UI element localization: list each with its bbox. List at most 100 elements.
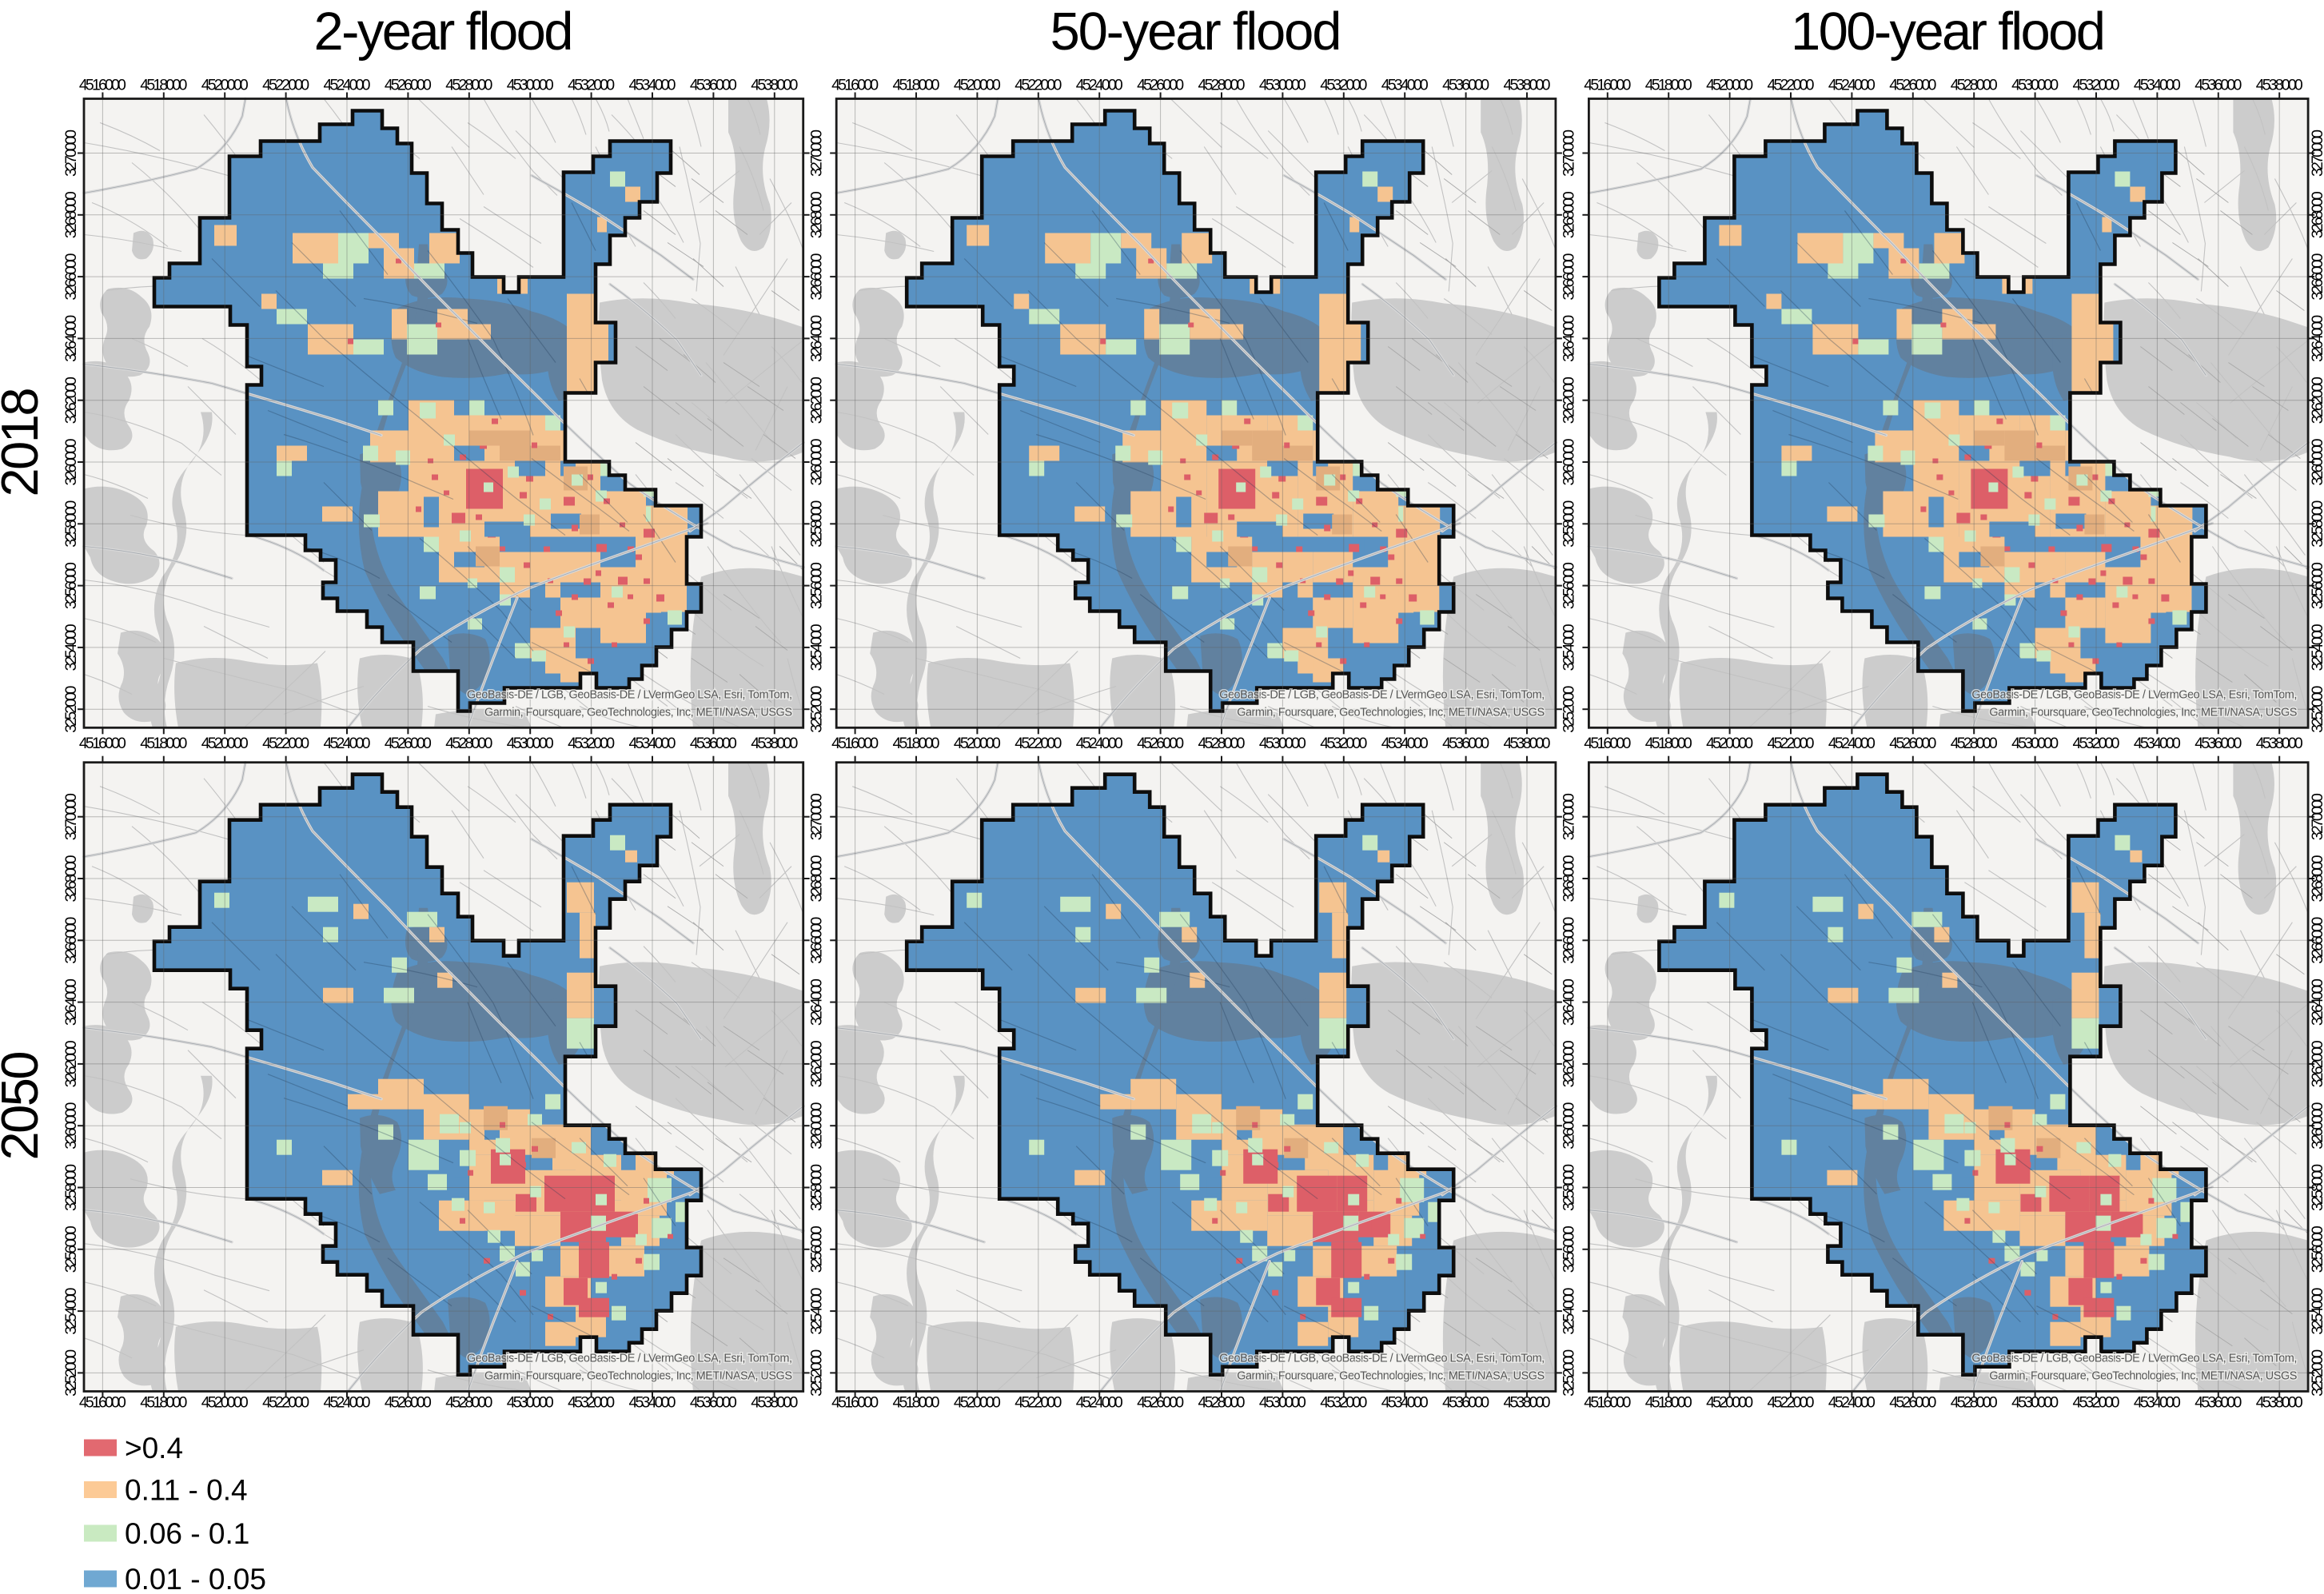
svg-text:4534000: 4534000 <box>2134 77 2181 94</box>
svg-text:3258000: 3258000 <box>807 500 825 548</box>
svg-text:4534000: 4534000 <box>629 735 676 752</box>
svg-text:4516000: 4516000 <box>79 735 126 752</box>
svg-text:3258000: 3258000 <box>807 1164 825 1211</box>
svg-text:3260000: 3260000 <box>2309 438 2324 485</box>
svg-text:4526000: 4526000 <box>1889 735 1936 752</box>
svg-text:3262000: 3262000 <box>2309 1040 2324 1087</box>
svg-text:3268000: 3268000 <box>1561 855 1578 902</box>
svg-text:4536000: 4536000 <box>1442 735 1489 752</box>
svg-text:3256000: 3256000 <box>1561 1225 1578 1273</box>
svg-text:4530000: 4530000 <box>1259 77 1306 94</box>
svg-text:4526000: 4526000 <box>1137 77 1184 94</box>
svg-text:4522000: 4522000 <box>1015 1394 1062 1412</box>
svg-text:4528000: 4528000 <box>1951 1394 1998 1412</box>
svg-text:4534000: 4534000 <box>1381 77 1429 94</box>
svg-text:3252000: 3252000 <box>1561 686 1578 733</box>
svg-text:3256000: 3256000 <box>2309 1225 2324 1273</box>
svg-text:4528000: 4528000 <box>1198 77 1246 94</box>
svg-text:4532000: 4532000 <box>568 1394 615 1412</box>
svg-text:4526000: 4526000 <box>1137 1394 1184 1412</box>
svg-text:50-year flood: 50-year flood <box>1050 2 1342 62</box>
svg-text:3258000: 3258000 <box>62 1164 80 1211</box>
svg-text:3256000: 3256000 <box>62 1225 80 1273</box>
svg-text:3260000: 3260000 <box>807 1102 825 1150</box>
svg-text:4524000: 4524000 <box>1076 1394 1123 1412</box>
svg-text:3260000: 3260000 <box>2309 1102 2324 1150</box>
svg-text:4530000: 4530000 <box>507 77 554 94</box>
svg-text:4534000: 4534000 <box>2134 735 2181 752</box>
svg-text:4532000: 4532000 <box>1320 735 1367 752</box>
svg-text:3252000: 3252000 <box>62 1349 80 1397</box>
svg-text:4538000: 4538000 <box>1504 77 1551 94</box>
svg-text:3260000: 3260000 <box>807 438 825 485</box>
svg-text:3264000: 3264000 <box>1561 978 1578 1026</box>
svg-text:4538000: 4538000 <box>751 1394 798 1412</box>
svg-text:4524000: 4524000 <box>1076 77 1123 94</box>
svg-text:4528000: 4528000 <box>1951 735 1998 752</box>
svg-text:4536000: 4536000 <box>1442 1394 1489 1412</box>
svg-text:3254000: 3254000 <box>1561 1287 1578 1334</box>
svg-text:3264000: 3264000 <box>2309 315 2324 362</box>
svg-text:0.01 - 0.05: 0.01 - 0.05 <box>125 1563 266 1590</box>
svg-text:3264000: 3264000 <box>807 978 825 1026</box>
svg-text:4534000: 4534000 <box>1381 1394 1429 1412</box>
svg-text:3252000: 3252000 <box>2309 1349 2324 1397</box>
svg-text:3268000: 3268000 <box>62 191 80 238</box>
svg-text:3270000: 3270000 <box>62 130 80 177</box>
svg-text:4536000: 4536000 <box>690 77 737 94</box>
svg-text:3268000: 3268000 <box>1561 191 1578 238</box>
svg-text:4536000: 4536000 <box>690 1394 737 1412</box>
svg-text:3264000: 3264000 <box>62 315 80 362</box>
svg-text:3256000: 3256000 <box>1561 562 1578 609</box>
svg-text:3266000: 3266000 <box>62 253 80 300</box>
svg-text:4538000: 4538000 <box>1504 1394 1551 1412</box>
svg-text:4538000: 4538000 <box>751 735 798 752</box>
svg-text:3266000: 3266000 <box>62 917 80 964</box>
svg-text:4516000: 4516000 <box>79 1394 126 1412</box>
svg-text:3260000: 3260000 <box>1561 438 1578 485</box>
svg-text:3264000: 3264000 <box>1561 315 1578 362</box>
svg-text:3260000: 3260000 <box>1561 1102 1578 1150</box>
svg-text:4528000: 4528000 <box>445 735 492 752</box>
svg-text:4528000: 4528000 <box>445 1394 492 1412</box>
svg-text:4530000: 4530000 <box>2011 735 2059 752</box>
svg-text:4524000: 4524000 <box>1828 1394 1876 1412</box>
svg-text:4526000: 4526000 <box>385 735 432 752</box>
svg-text:4528000: 4528000 <box>445 77 492 94</box>
svg-text:4518000: 4518000 <box>1645 1394 1692 1412</box>
svg-text:3268000: 3268000 <box>2309 855 2324 902</box>
svg-text:4518000: 4518000 <box>140 735 187 752</box>
svg-text:4538000: 4538000 <box>2256 77 2303 94</box>
svg-text:4530000: 4530000 <box>2011 77 2059 94</box>
svg-text:3270000: 3270000 <box>1561 793 1578 840</box>
svg-text:4520000: 4520000 <box>954 1394 1001 1412</box>
svg-text:4528000: 4528000 <box>1951 77 1998 94</box>
svg-text:4518000: 4518000 <box>1645 77 1692 94</box>
svg-text:4526000: 4526000 <box>1889 1394 1936 1412</box>
svg-text:4522000: 4522000 <box>262 735 309 752</box>
svg-text:3262000: 3262000 <box>62 377 80 424</box>
svg-text:3258000: 3258000 <box>1561 500 1578 548</box>
svg-text:3256000: 3256000 <box>2309 562 2324 609</box>
svg-text:4530000: 4530000 <box>507 1394 554 1412</box>
svg-text:3252000: 3252000 <box>1561 1349 1578 1397</box>
svg-text:4530000: 4530000 <box>1259 735 1306 752</box>
svg-text:4520000: 4520000 <box>1706 735 1753 752</box>
svg-text:4538000: 4538000 <box>751 77 798 94</box>
svg-text:4534000: 4534000 <box>629 1394 676 1412</box>
svg-text:3266000: 3266000 <box>1561 917 1578 964</box>
svg-text:4534000: 4534000 <box>1381 735 1429 752</box>
svg-text:3260000: 3260000 <box>62 438 80 485</box>
svg-text:3258000: 3258000 <box>62 500 80 548</box>
svg-text:>0.4: >0.4 <box>125 1432 183 1464</box>
svg-text:4516000: 4516000 <box>79 77 126 94</box>
svg-text:4528000: 4528000 <box>1198 735 1246 752</box>
svg-text:4526000: 4526000 <box>1137 735 1184 752</box>
svg-text:4522000: 4522000 <box>1768 735 1815 752</box>
svg-text:0.11 - 0.4: 0.11 - 0.4 <box>125 1474 248 1507</box>
svg-text:3262000: 3262000 <box>1561 377 1578 424</box>
svg-text:3256000: 3256000 <box>62 562 80 609</box>
svg-text:3270000: 3270000 <box>2309 130 2324 177</box>
svg-text:3254000: 3254000 <box>62 1287 80 1334</box>
svg-text:4526000: 4526000 <box>1889 77 1936 94</box>
